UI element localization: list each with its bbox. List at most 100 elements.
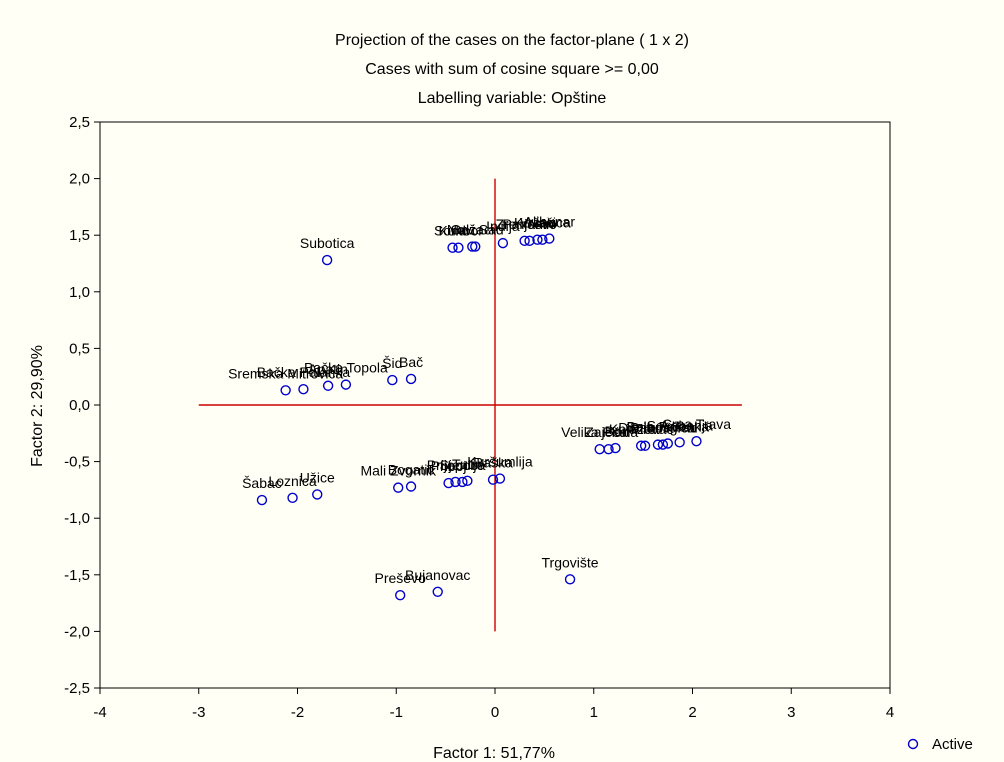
y-tick-label: 0,5 (69, 340, 90, 357)
data-point (674, 437, 685, 448)
data-point-label: Vršac (520, 215, 555, 231)
data-point-label: Sremska Mitrovica (228, 365, 343, 381)
data-point (280, 385, 291, 396)
data-point (287, 492, 298, 504)
data-point-label: Bačka Palanka (257, 364, 351, 380)
x-tick-label: 4 (886, 704, 894, 721)
chart-title: Projection of the cases on the factor-pl… (335, 32, 689, 49)
data-point-label: Priboj (431, 458, 467, 474)
y-tick-label: -2,5 (64, 680, 90, 697)
data-point-label: Pirot (631, 421, 660, 437)
data-points (256, 233, 702, 601)
y-tick-label: -2,0 (64, 623, 90, 640)
data-point (537, 234, 548, 245)
y-tick-label: 2,5 (69, 114, 90, 131)
data-point (457, 476, 468, 488)
chart-subtitle: Cases with sum of cosine square >= 0,00 (365, 61, 659, 78)
chart-subtitle-2: Labelling variable: Opštine (418, 90, 607, 107)
data-point-label: Novi Sad (447, 222, 504, 238)
x-tick-label: -3 (192, 704, 205, 721)
data-point-label: Bujanovac (405, 567, 470, 583)
data-point-label: Sombor (434, 223, 483, 239)
data-point (564, 574, 576, 585)
data-point-label: Mali Zvornik (360, 463, 436, 479)
data-point (340, 379, 352, 390)
data-point-label: Knjaževac (609, 421, 674, 437)
data-point-label: Loznica (268, 473, 316, 489)
data-point-label: Bačka Topola (304, 360, 388, 376)
data-point-label: Babušnica (630, 420, 696, 436)
data-point-label: Bač (399, 354, 423, 370)
data-point-label: Kovačica (514, 215, 571, 231)
data-point (321, 254, 333, 266)
data-point-label: Alibunar (524, 214, 576, 230)
y-tick-label: -1,5 (64, 567, 90, 584)
x-tick-label: 0 (491, 704, 499, 721)
data-point (453, 242, 464, 253)
data-point-label: Bor (605, 423, 627, 439)
data-point-label: Dimitrovgrad (618, 420, 697, 436)
data-point (657, 439, 669, 450)
data-point (395, 589, 406, 601)
legend-marker-icon (907, 738, 919, 750)
data-point-label: Inđija (486, 218, 520, 234)
y-tick-label: 0,0 (69, 397, 90, 414)
data-point (544, 233, 555, 244)
x-axis: -4 -3 -2 -1 0 1 2 3 4 (93, 688, 894, 721)
data-point (662, 438, 674, 449)
data-point (256, 494, 268, 506)
data-point (443, 477, 454, 489)
data-point (450, 476, 461, 488)
data-point (393, 482, 404, 493)
y-axis-label: Factor 2: 29,90% (29, 345, 46, 467)
data-point (432, 586, 443, 597)
y-tick-label: -0,5 (64, 454, 90, 471)
data-point-label: Zrenjanin (495, 216, 553, 232)
data-point (405, 373, 417, 385)
data-point (524, 235, 535, 247)
data-point (652, 439, 664, 450)
data-point (447, 242, 458, 253)
data-point-label: Subotica (300, 235, 355, 251)
y-tick-label: 1,5 (69, 227, 90, 244)
data-point (322, 380, 334, 391)
data-point (494, 473, 506, 484)
x-tick-label: 3 (787, 704, 795, 721)
data-point (610, 442, 621, 454)
data-point-label: Bela Palanka (627, 418, 710, 434)
data-point-label: Tutin (452, 456, 483, 472)
x-tick-label: 1 (590, 704, 598, 721)
x-axis-label: Factor 1: 51,77% (433, 745, 555, 762)
data-point-label: Preševo (375, 570, 427, 586)
data-point (519, 235, 530, 247)
legend-entry-active: Active (932, 736, 973, 753)
data-point-label: Kuršumlija (467, 454, 533, 470)
data-point (594, 443, 605, 455)
data-point (470, 241, 481, 252)
data-point (691, 436, 702, 447)
x-tick-label: 2 (688, 704, 696, 721)
data-point (497, 237, 509, 249)
y-tick-label: -1,0 (64, 510, 90, 527)
data-point (462, 475, 473, 487)
data-point-label: Velika Plana (561, 424, 638, 440)
data-point-label: Kula (439, 223, 467, 239)
data-point (639, 440, 651, 451)
data-point-label: Prijepolje (427, 457, 485, 473)
data-point-label: Sokobanja (647, 417, 713, 433)
x-tick-label: -4 (93, 704, 106, 721)
legend: Active (907, 736, 973, 753)
y-axis: 2,5 2,0 1,5 1,0 0,5 0,0 -0,5 -1,0 -1,5 -2,0 -2,5 (64, 114, 100, 697)
data-point (387, 374, 398, 386)
data-point-label: Odžaci (450, 222, 494, 238)
x-tick-label: -2 (291, 704, 304, 721)
y-tick-label: 2,0 (69, 171, 90, 188)
data-point-label: Trgovište (542, 554, 599, 570)
data-point (635, 440, 647, 451)
data-point-label: Apatin (308, 361, 348, 377)
data-point (603, 443, 614, 455)
data-point-label: Raška (473, 455, 513, 471)
data-point-label: Crna Trava (662, 416, 731, 432)
